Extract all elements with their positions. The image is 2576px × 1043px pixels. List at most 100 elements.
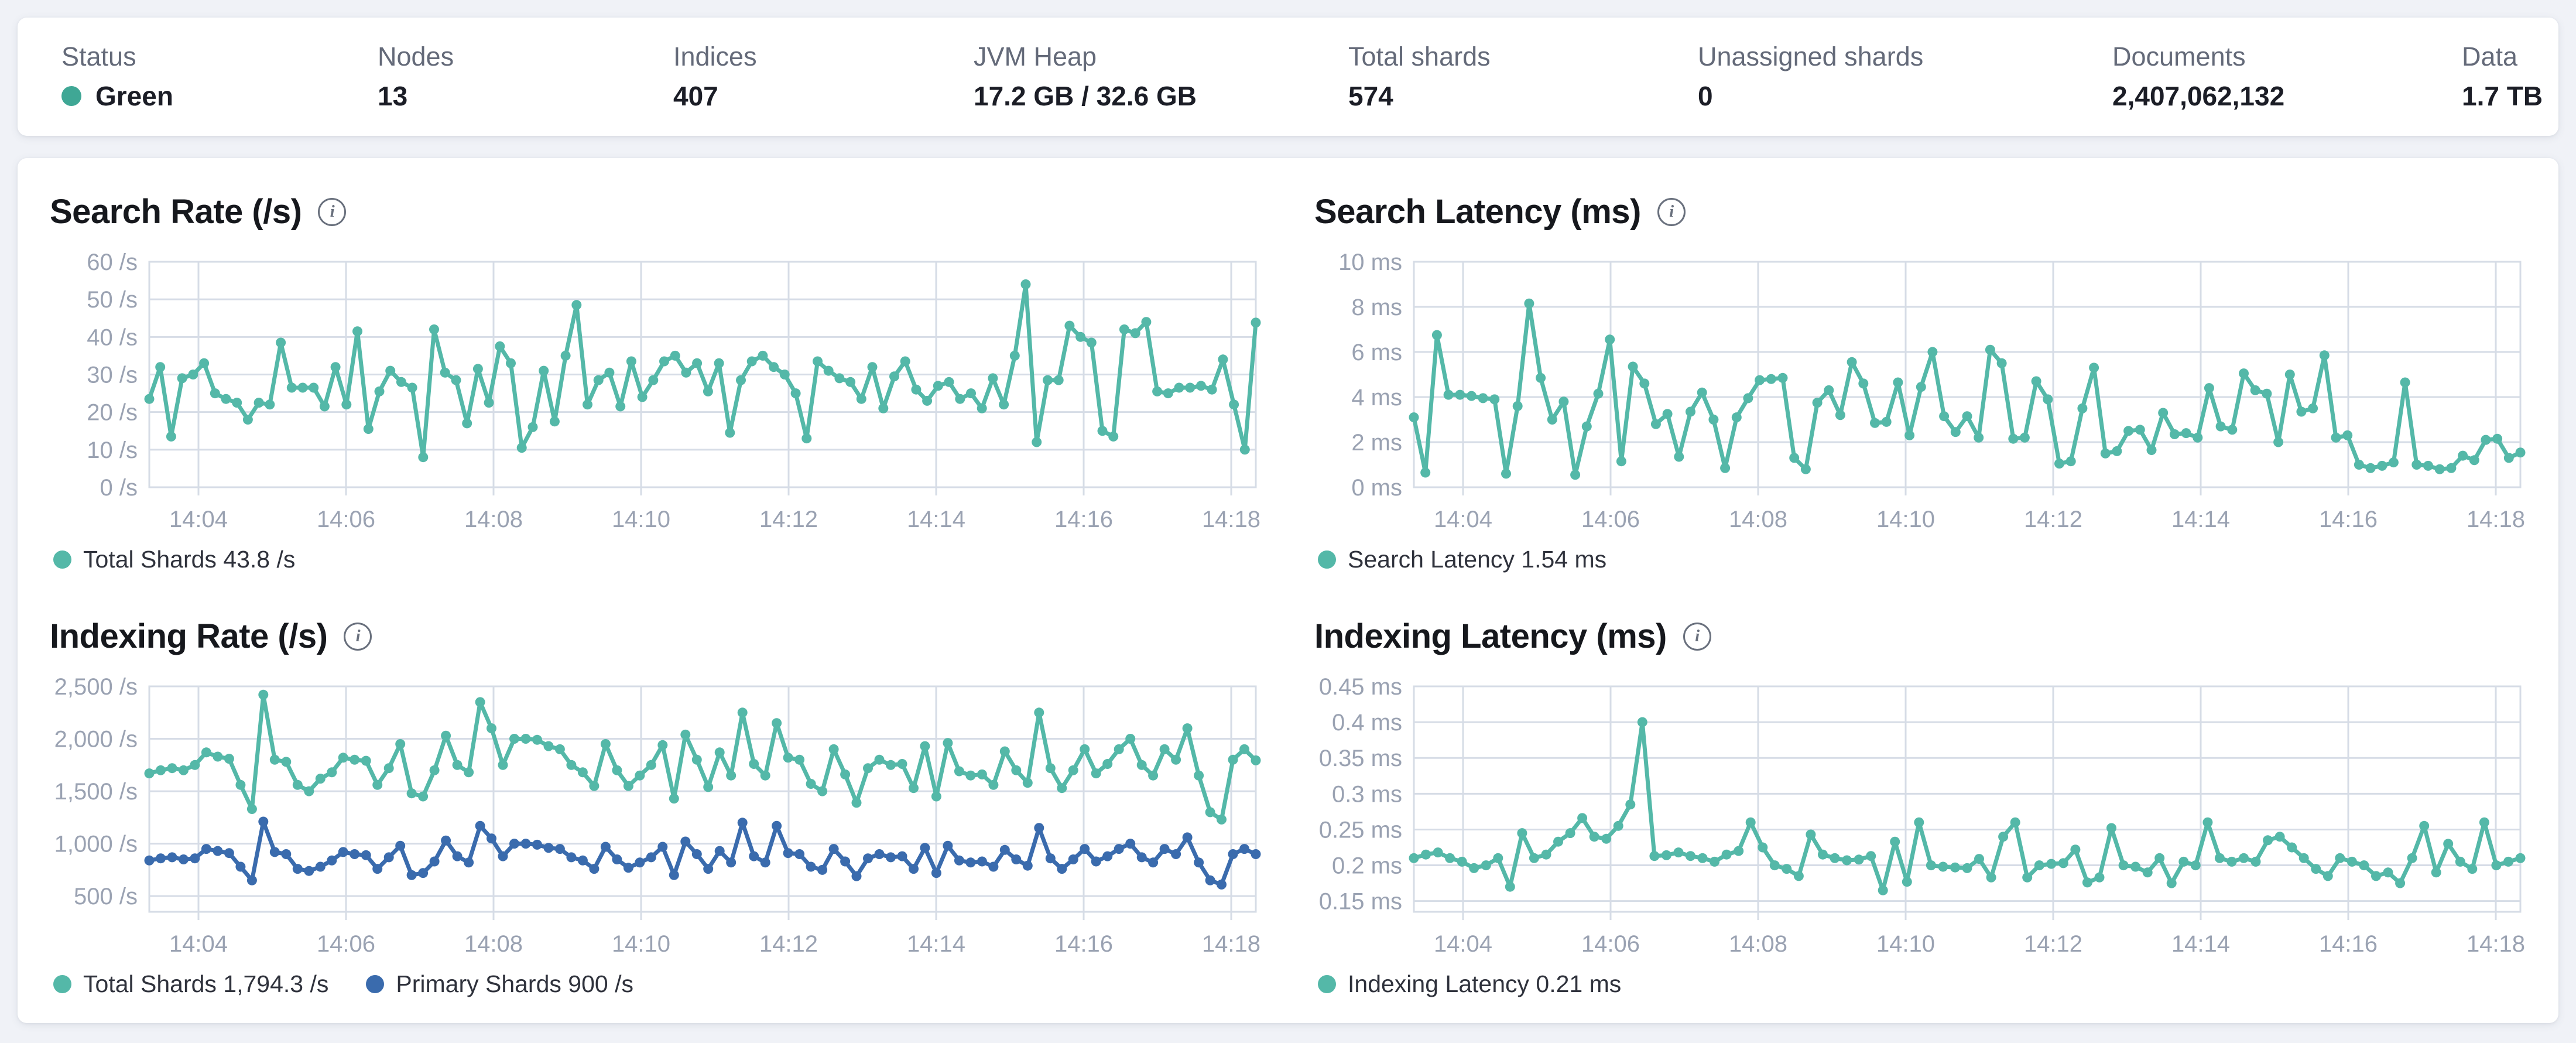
svg-text:10 /s: 10 /s	[87, 437, 138, 463]
svg-text:14:18: 14:18	[2467, 507, 2525, 532]
svg-text:14:10: 14:10	[612, 507, 670, 532]
info-icon[interactable]: i	[1657, 197, 1686, 226]
stat-label: Data	[2462, 42, 2518, 71]
charts-panel: Search Rate (/s) i 0 /s 10 /s 20 /s 30 /s 40…	[18, 158, 2558, 1023]
chart-title: Search Latency (ms) i	[1314, 192, 2526, 231]
chart-title: Indexing Latency (ms) i	[1314, 617, 2526, 656]
stat-value: 0	[1698, 81, 1713, 111]
svg-text:14:10: 14:10	[612, 931, 670, 957]
legend-label: Primary Shards 900 /s	[396, 970, 633, 997]
chart-plot[interactable]: 0.15 ms 0.2 ms 0.25 ms 0.3 ms 0.35 ms 0.4 ms 0…	[1314, 669, 2526, 965]
svg-text:0.3 ms: 0.3 ms	[1332, 781, 1402, 807]
legend-item: Search Latency 1.54 ms	[1318, 546, 1606, 573]
svg-text:14:04: 14:04	[1434, 931, 1492, 957]
stat-label: Status	[61, 42, 136, 71]
info-icon[interactable]: i	[318, 197, 347, 226]
chart-legend: Total Shards 43.8 /s	[53, 546, 1262, 573]
svg-text:14:08: 14:08	[464, 507, 523, 532]
svg-text:50 /s: 50 /s	[87, 287, 138, 313]
svg-text:8 ms: 8 ms	[1351, 295, 1402, 320]
svg-text:14:12: 14:12	[759, 931, 818, 957]
legend-item: Primary Shards 900 /s	[366, 970, 633, 998]
svg-text:14:12: 14:12	[2024, 931, 2082, 957]
svg-text:1,500 /s: 1,500 /s	[54, 779, 138, 805]
stat-label: Documents	[2112, 42, 2246, 71]
chart-title-text: Indexing Rate (/s)	[50, 617, 328, 655]
chart-search-rate: Search Rate (/s) i 0 /s 10 /s 20 /s 30 /s 40…	[50, 192, 1262, 573]
chart-search-latency: Search Latency (ms) i 0 ms 2 ms 4 ms 6 ms 8 …	[1314, 192, 2526, 573]
chart-indexing-latency: Indexing Latency (ms) i 0.15 ms 0.2 ms 0.2…	[1314, 617, 2526, 998]
legend-dot	[1318, 975, 1336, 993]
svg-text:14:04: 14:04	[169, 931, 228, 957]
chart-plot[interactable]: 0 ms 2 ms 4 ms 6 ms 8 ms 10 ms 14:04 14:06 14:08…	[1314, 244, 2526, 540]
stat-label: Unassigned shards	[1698, 42, 1924, 71]
chart-title-text: Search Latency (ms)	[1314, 193, 1641, 231]
status-indicator-dot	[61, 86, 81, 106]
chart-title-text: Search Rate (/s)	[50, 193, 302, 231]
stat-item: Nodes 13	[378, 41, 454, 112]
chart-title-text: Indexing Latency (ms)	[1314, 617, 1667, 655]
stat-item: Total shards 574	[1348, 41, 1491, 112]
stat-label: JVM Heap	[974, 42, 1097, 71]
stat-label: Indices	[673, 42, 757, 71]
chart-legend: Indexing Latency 0.21 ms	[1318, 970, 2526, 998]
svg-text:14:16: 14:16	[1054, 507, 1113, 532]
stat-value: 1.7 TB	[2462, 81, 2543, 111]
svg-text:500 /s: 500 /s	[74, 884, 138, 909]
svg-text:0.15 ms: 0.15 ms	[1319, 889, 1402, 915]
stat-value: 407	[673, 81, 718, 111]
svg-text:14:04: 14:04	[169, 507, 228, 532]
series-search-latency	[1409, 298, 2526, 480]
svg-text:14:14: 14:14	[2171, 931, 2230, 957]
chart-svg: 0 ms 2 ms 4 ms 6 ms 8 ms 10 ms 14:04 14:06 14:08…	[1338, 249, 2526, 532]
chart-plot[interactable]: 500 /s 1,000 /s 1,500 /s 2,000 /s 2,500 /s 14…	[50, 669, 1262, 965]
svg-text:14:14: 14:14	[907, 931, 965, 957]
legend-item: Indexing Latency 0.21 ms	[1318, 970, 1621, 998]
svg-text:14:06: 14:06	[1581, 931, 1640, 957]
svg-text:14:14: 14:14	[907, 507, 965, 532]
svg-text:6 ms: 6 ms	[1351, 340, 1402, 365]
chart-plot[interactable]: 0 /s 10 /s 20 /s 30 /s 40 /s 50 /s 60 /s 14:04 1…	[50, 244, 1262, 540]
stat-value: 2,407,062,132	[2112, 81, 2285, 111]
chart-legend: Search Latency 1.54 ms	[1318, 546, 2526, 573]
svg-text:2,000 /s: 2,000 /s	[54, 727, 138, 753]
info-icon[interactable]: i	[344, 622, 372, 651]
svg-text:30 /s: 30 /s	[87, 363, 138, 388]
svg-text:14:06: 14:06	[1581, 507, 1640, 532]
series-indexing-latency	[1409, 717, 2526, 895]
svg-text:20 /s: 20 /s	[87, 400, 138, 426]
svg-text:0.2 ms: 0.2 ms	[1332, 853, 1402, 879]
svg-text:14:16: 14:16	[1054, 931, 1113, 957]
stat-item: JVM Heap 17.2 GB / 32.6 GB	[974, 41, 1197, 112]
svg-text:14:16: 14:16	[2319, 507, 2378, 532]
chart-indexing-rate: Indexing Rate (/s) i 500 /s 1,000 /s 1,500…	[50, 617, 1262, 998]
legend-label: Search Latency 1.54 ms	[1348, 546, 1607, 573]
svg-text:14:08: 14:08	[1729, 507, 1787, 532]
stat-label: Nodes	[378, 42, 454, 71]
chart-svg: 0.15 ms 0.2 ms 0.25 ms 0.3 ms 0.35 ms 0.4 ms 0…	[1319, 674, 2526, 957]
svg-text:14:18: 14:18	[2467, 931, 2525, 957]
legend-dot	[53, 975, 71, 993]
svg-text:14:12: 14:12	[2024, 507, 2082, 532]
svg-text:0.45 ms: 0.45 ms	[1319, 674, 1402, 700]
svg-text:14:14: 14:14	[2171, 507, 2230, 532]
chart-grid: Search Rate (/s) i 0 /s 10 /s 20 /s 30 /s 40…	[18, 158, 2558, 998]
svg-text:14:06: 14:06	[317, 931, 375, 957]
stat-item: Indices 407	[673, 41, 757, 112]
svg-text:0.25 ms: 0.25 ms	[1319, 817, 1402, 843]
svg-text:14:12: 14:12	[759, 507, 818, 532]
legend-item: Total Shards 1,794.3 /s	[53, 970, 328, 998]
svg-text:0 ms: 0 ms	[1351, 475, 1402, 501]
svg-text:40 /s: 40 /s	[87, 324, 138, 350]
svg-text:14:08: 14:08	[1729, 931, 1787, 957]
svg-text:14:18: 14:18	[1202, 931, 1260, 957]
svg-text:14:08: 14:08	[464, 931, 523, 957]
legend-dot	[1318, 550, 1336, 569]
chart-svg: 0 /s 10 /s 20 /s 30 /s 40 /s 50 /s 60 /s 14:04 1…	[87, 249, 1261, 532]
svg-text:60 /s: 60 /s	[87, 249, 138, 275]
info-icon[interactable]: i	[1683, 622, 1711, 651]
stat-label: Total shards	[1348, 42, 1491, 71]
svg-text:1,000 /s: 1,000 /s	[54, 832, 138, 857]
legend-dot	[366, 975, 385, 993]
legend-label: Total Shards 1,794.3 /s	[83, 970, 329, 997]
